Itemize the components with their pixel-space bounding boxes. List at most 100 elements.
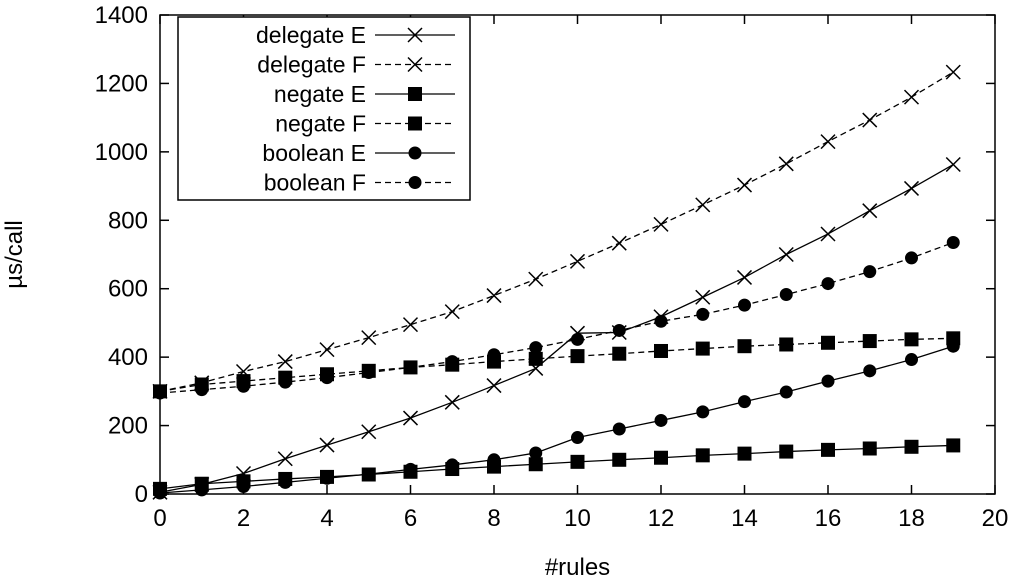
series-line-boolean-f — [159, 241, 954, 394]
data-point-negate-e — [862, 441, 877, 456]
data-point-boolean-e — [237, 479, 250, 493]
data-point-boolean-e — [362, 467, 376, 481]
legend-marker — [408, 146, 422, 160]
data-point-delegate-f — [945, 64, 961, 80]
legend-label: boolean E — [262, 140, 366, 166]
legend-item-delegate-e: delegate E — [256, 22, 455, 48]
series-line-delegate-f — [159, 71, 954, 392]
data-point-boolean-e — [487, 453, 501, 467]
data-point-delegate-e — [277, 451, 293, 467]
series-boolean-e — [153, 339, 960, 500]
data-point-negate-e — [695, 448, 710, 463]
legend-box — [177, 16, 471, 201]
x-tick-label: 0 — [153, 505, 166, 532]
data-point-negate-f — [570, 349, 585, 364]
data-point-delegate-e — [402, 410, 419, 426]
legend-label: boolean F — [264, 170, 366, 196]
data-point-negate-f — [528, 351, 543, 366]
data-point-negate-e — [946, 438, 961, 453]
data-point-delegate-f — [820, 134, 836, 150]
x-tick-label: 20 — [982, 505, 1009, 532]
legend-label: negate F — [275, 111, 366, 137]
data-point-boolean-e — [529, 446, 543, 460]
y-tick-label: 1200 — [95, 70, 148, 97]
x-tick-label: 4 — [320, 505, 333, 532]
data-point-boolean-f — [320, 371, 334, 385]
data-point-delegate-f — [569, 253, 586, 269]
data-point-boolean-e — [571, 431, 584, 445]
data-point-boolean-f — [529, 341, 543, 355]
data-point-delegate-f — [528, 271, 544, 287]
data-point-boolean-e — [779, 385, 793, 399]
data-point-delegate-e — [945, 156, 961, 173]
x-tick-label: 12 — [648, 505, 675, 532]
data-point-boolean-f — [571, 332, 584, 346]
legend-marker — [407, 56, 423, 73]
series-line-delegate-e — [159, 163, 954, 493]
data-point-negate-f — [654, 343, 668, 358]
data-point-delegate-f — [653, 216, 669, 232]
data-point-delegate-e — [444, 394, 460, 410]
legend-marker — [408, 116, 422, 131]
data-point-boolean-f — [153, 386, 167, 400]
x-tick-label: 6 — [404, 505, 417, 532]
data-point-delegate-f — [778, 156, 794, 172]
data-point-negate-f — [862, 334, 877, 349]
data-point-boolean-f — [946, 236, 960, 250]
y-axis-title: µs/call — [1, 220, 28, 289]
x-tick-label: 16 — [815, 505, 842, 532]
data-point-delegate-e — [695, 289, 711, 305]
data-point-negate-e — [737, 446, 752, 461]
data-point-boolean-f — [278, 375, 292, 389]
data-point-negate-e — [570, 454, 585, 469]
data-point-boolean-e — [404, 462, 417, 476]
y-tick-label: 1400 — [95, 2, 148, 29]
data-point-boolean-f — [487, 348, 501, 362]
data-point-delegate-e — [361, 424, 377, 440]
y-axis: 0 200 400 600 800 1000 1200 1400 — [95, 2, 995, 508]
data-point-delegate-f — [736, 177, 753, 193]
data-point-boolean-e — [863, 364, 877, 378]
data-point-boolean-e — [738, 395, 751, 409]
legend: delegate E delegate F negate E negate F bool… — [177, 16, 471, 201]
data-point-delegate-e — [862, 203, 878, 219]
y-tick-label: 400 — [108, 344, 148, 371]
y-tick-label: 600 — [108, 276, 148, 303]
data-point-negate-f — [904, 332, 919, 347]
data-point-boolean-f — [779, 288, 793, 302]
data-point-delegate-e — [903, 180, 920, 196]
data-point-negate-f — [779, 337, 794, 352]
y-tick-label: 200 — [108, 413, 148, 440]
legend-label: negate E — [274, 81, 366, 107]
data-point-delegate-f — [444, 304, 460, 320]
data-point-delegate-f — [402, 317, 419, 333]
data-point-boolean-f — [821, 277, 835, 291]
data-point-negate-e — [612, 452, 627, 467]
data-point-negate-e — [821, 442, 835, 457]
data-point-boolean-f — [195, 383, 209, 397]
legend-item-negate-f: negate F — [275, 111, 455, 137]
data-point-delegate-e — [736, 269, 753, 285]
data-point-delegate-f — [361, 330, 377, 346]
x-tick-label: 18 — [898, 505, 925, 532]
series-boolean-f — [153, 236, 960, 400]
data-point-boolean-f — [404, 360, 417, 374]
legend-label: delegate F — [257, 52, 366, 78]
y-tick-label: 800 — [108, 207, 148, 234]
data-point-boolean-e — [153, 486, 167, 500]
data-point-delegate-f — [277, 354, 293, 370]
data-point-boolean-f — [612, 323, 626, 337]
series-layer — [152, 64, 961, 500]
data-point-boolean-e — [946, 339, 960, 353]
x-axis-title: #rules — [545, 554, 610, 581]
data-point-boolean-f — [863, 265, 877, 279]
data-point-delegate-f — [611, 235, 627, 251]
data-point-delegate-f — [903, 89, 920, 105]
series-negate-f — [153, 331, 961, 399]
data-point-boolean-f — [445, 355, 459, 369]
data-point-boolean-e — [612, 422, 626, 436]
data-point-boolean-e — [278, 475, 292, 489]
legend-item-delegate-f: delegate F — [257, 52, 455, 78]
data-point-delegate-e — [486, 378, 502, 394]
